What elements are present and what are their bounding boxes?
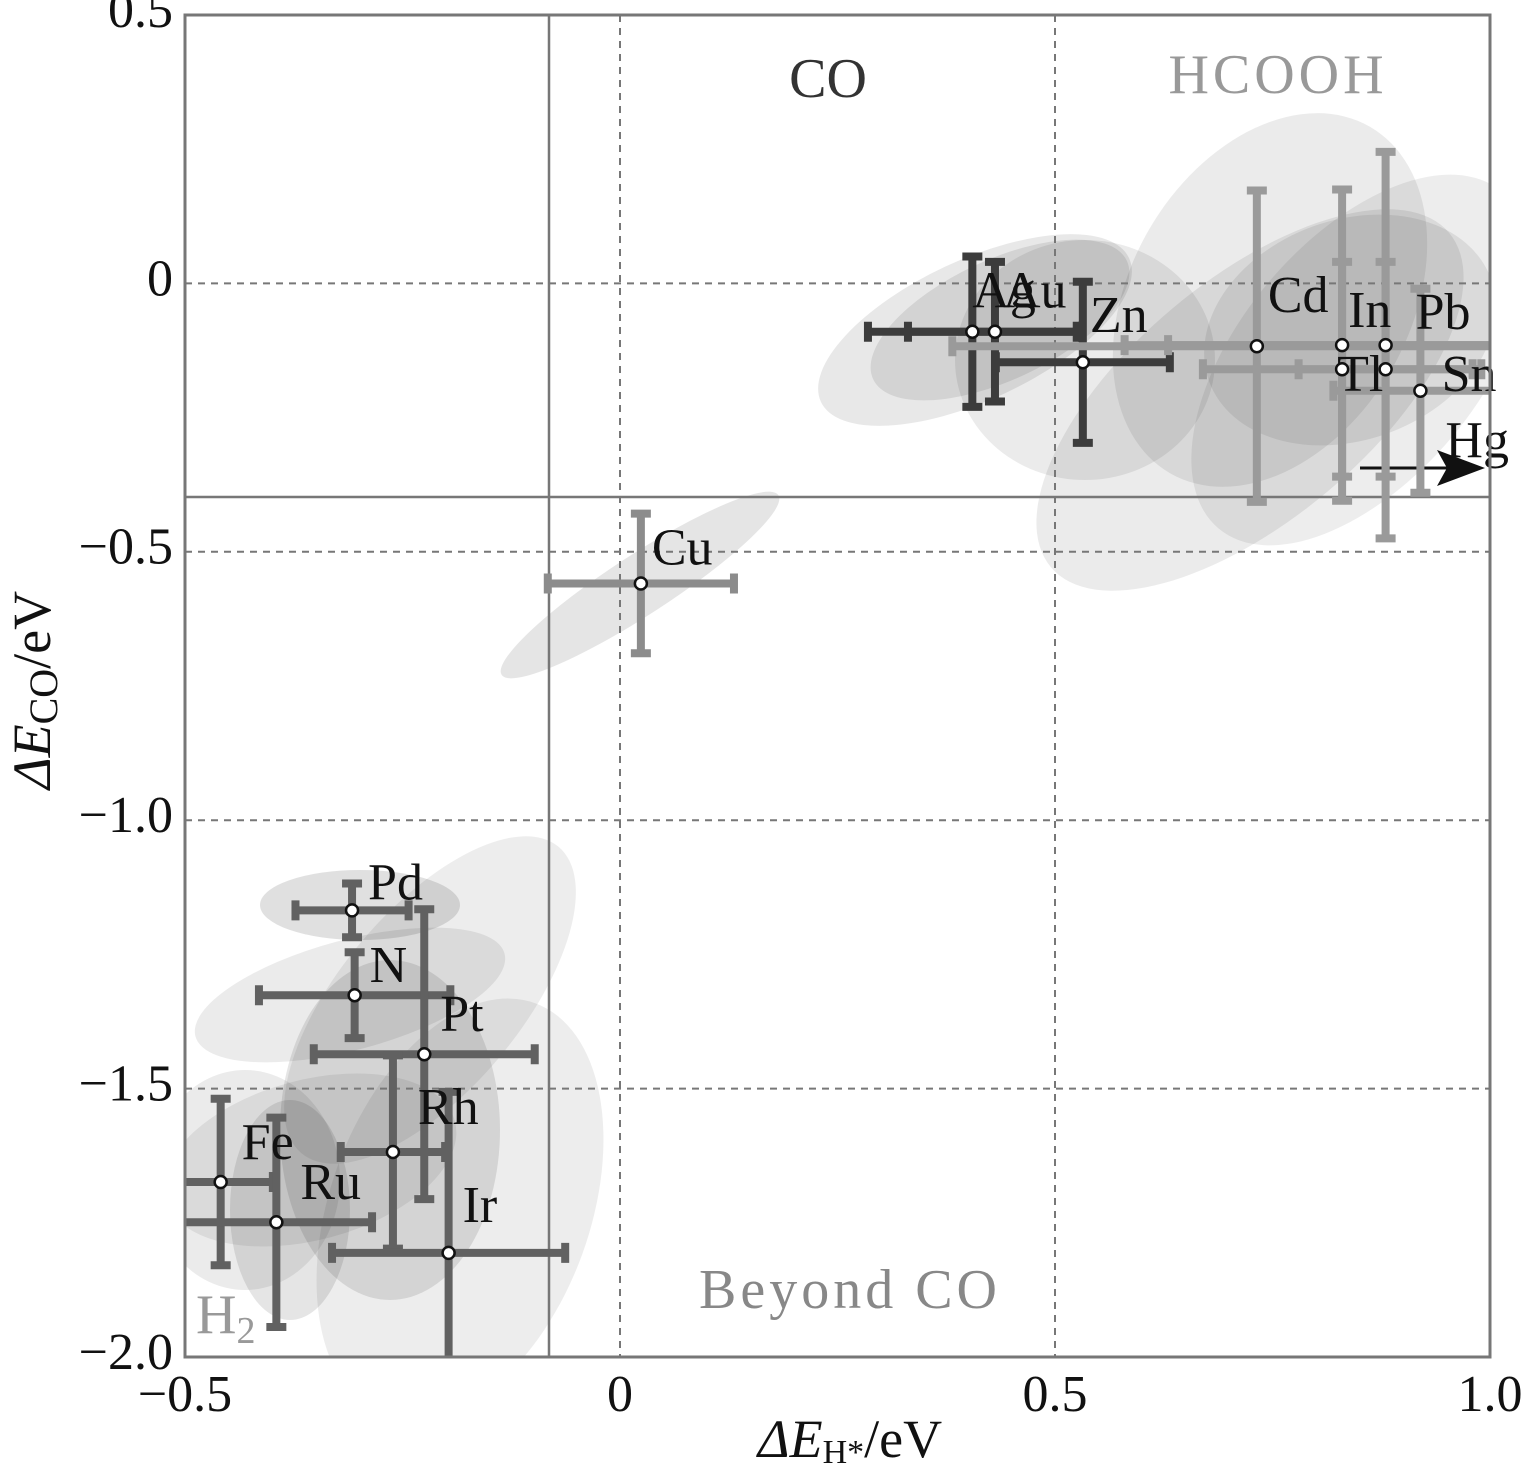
region-label: CO: [789, 48, 867, 110]
region-label: H2: [196, 1284, 255, 1352]
point: [417, 1046, 432, 1062]
point-label: Tl: [1337, 346, 1383, 403]
x-tick-label: 1.0: [1458, 1366, 1523, 1423]
point-label: Ir: [463, 1177, 498, 1234]
point-label: Au: [1003, 263, 1067, 320]
arrow-head: [1437, 450, 1485, 486]
region-label: Beyond CO: [699, 1259, 1001, 1321]
point: [385, 1144, 401, 1160]
point: [1075, 355, 1091, 370]
x-tick-label: −0.5: [138, 1366, 232, 1423]
region-label: HCOOH: [1168, 44, 1387, 106]
y-tick-label: 0: [147, 250, 173, 307]
point-label: Rh: [418, 1079, 479, 1136]
point-label: In: [1348, 282, 1391, 339]
point-label: Pb: [1416, 284, 1471, 341]
point-label: Cu: [652, 519, 713, 576]
plot-frame: [183, 13, 1492, 1359]
point-label: Pd: [368, 854, 423, 911]
x-label-main: ΔE: [756, 1409, 823, 1469]
point: [1378, 337, 1393, 353]
point-label: Zn: [1090, 287, 1148, 344]
y-label-unit: /eV: [2, 591, 62, 669]
point: [344, 903, 360, 918]
point: [1249, 338, 1265, 354]
point-label: Cd: [1268, 267, 1329, 324]
y-tick-label: 0.5: [108, 0, 173, 39]
point: [1413, 383, 1428, 399]
point: [1378, 362, 1393, 377]
point: [1334, 362, 1350, 377]
point-label: Ru: [300, 1154, 361, 1211]
region-label-sub: 2: [236, 1310, 255, 1352]
y-label-sub: CO: [21, 669, 66, 725]
point-label: Sn: [1442, 346, 1497, 403]
point-label: Ag: [972, 263, 1036, 320]
point-label: Hg: [1445, 413, 1509, 470]
point: [987, 324, 1003, 339]
point: [633, 576, 649, 591]
point-label: N: [370, 937, 408, 994]
point: [213, 1174, 228, 1190]
point: [1334, 337, 1350, 353]
x-label-unit: /eV: [864, 1409, 942, 1469]
point: [965, 324, 980, 339]
x-tick-label: 0.5: [1023, 1366, 1088, 1423]
point: [269, 1215, 284, 1230]
y-axis-label: ΔECO/eV: [2, 591, 66, 791]
x-label-sub: H*: [823, 1434, 865, 1471]
point-label: Pt: [440, 986, 484, 1043]
point-label: Fe: [242, 1114, 294, 1171]
y-tick-label: −1.5: [79, 1056, 173, 1113]
y-label-main: ΔE: [2, 724, 62, 791]
y-tick-label: −1.0: [79, 787, 173, 844]
region-label-main: H: [196, 1284, 236, 1346]
x-axis-label: ΔEH*/eV: [756, 1409, 942, 1470]
point: [441, 1245, 456, 1261]
x-tick-label: 0: [607, 1366, 633, 1423]
y-tick-label: −0.5: [79, 519, 173, 576]
y-tick-label: −2.0: [79, 1324, 173, 1381]
point: [347, 987, 362, 1003]
